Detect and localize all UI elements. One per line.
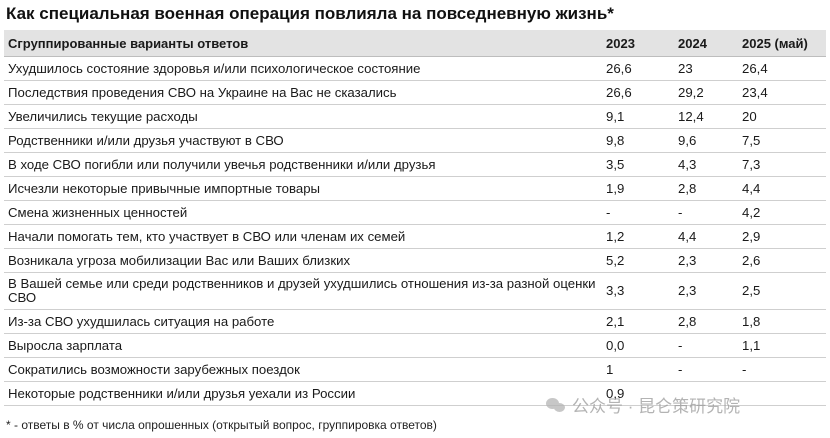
table-row: Возникала угроза мобилизации Вас или Ваш… [4,248,826,273]
table-row: Некоторые родственники и/или друзья уеха… [4,381,826,406]
watermark: 公众号 · 昆仑策研究院 [546,392,740,417]
value-2024 [674,381,738,406]
value-2023: 26,6 [602,80,674,105]
value-2023: 1 [602,357,674,382]
value-2025: 4,2 [738,200,826,225]
value-2023: 26,6 [602,56,674,81]
table-row: Увеличились текущие расходы 9,1 12,4 20 [4,104,826,129]
table-row: Ухудшилось состояние здоровья и/или псих… [4,56,826,81]
value-2024: - [674,357,738,382]
table-row: Начали помогать тем, кто участвует в СВО… [4,224,826,249]
row-label: Родственники и/или друзья участвуют в СВ… [4,128,602,153]
table-row: В Вашей семье или среди родственников и … [4,272,826,310]
value-2024: - [674,200,738,225]
page-title: Как специальная военная операция повлиял… [6,4,614,23]
value-2023: 3,3 [602,272,674,310]
table-row: Смена жизненных ценностей - -4,2 [4,200,826,225]
value-2024: 4,4 [674,224,738,249]
table-row: Из-за СВО ухудшилась ситуация на работе 2… [4,309,826,334]
value-2025: 7,5 [738,128,826,153]
footnote: * - ответы в % от числа опрошенных (откр… [6,418,437,432]
value-2023: 3,5 [602,152,674,177]
value-2024: 2,8 [674,309,738,334]
value-2023: 9,1 [602,104,674,129]
column-header-2024: 2024 [674,30,738,57]
row-label: Некоторые родственники и/или друзья уеха… [4,381,602,406]
value-2025: 23,4 [738,80,826,105]
value-2023: 5,2 [602,248,674,273]
table-row: Сократились возможности зарубежных поезд… [4,357,826,382]
column-header-answers: Сгруппированные варианты ответов [4,30,602,57]
row-label: Выросла зарплата [4,333,602,358]
row-label: Последствия проведения СВО на Украине на… [4,80,602,105]
value-2023: 1,2 [602,224,674,249]
row-label: В ходе СВО погибли или получили увечья р… [4,152,602,177]
value-2024: 2,3 [674,272,738,310]
row-label: Из-за СВО ухудшилась ситуация на работе [4,309,602,334]
table-row: Исчезли некоторые привычные импортные то… [4,176,826,201]
value-2024: 12,4 [674,104,738,129]
value-2023: 2,1 [602,309,674,334]
value-2025: 7,3 [738,152,826,177]
value-2025: - [738,357,826,382]
table-header-row: Сгруппированные варианты ответов 2023 20… [4,30,826,57]
table-row: Последствия проведения СВО на Украине на… [4,80,826,105]
value-2024: 2,3 [674,248,738,273]
value-2024: 23 [674,56,738,81]
row-label: Начали помогать тем, кто участвует в СВО… [4,224,602,249]
value-2024: 4,3 [674,152,738,177]
row-label: Исчезли некоторые привычные импортные то… [4,176,602,201]
value-2025: 2,6 [738,248,826,273]
watermark-text: 公众号 · 昆仑策研究院 [572,397,741,416]
wechat-icon [546,397,566,413]
row-label: В Вашей семье или среди родственников и … [4,272,602,310]
value-2025: 4,4 [738,176,826,201]
value-2023: - [602,200,674,225]
value-2023: 0,0 [602,333,674,358]
row-label: Увеличились текущие расходы [4,104,602,129]
value-2024: 29,2 [674,80,738,105]
row-label: Смена жизненных ценностей [4,200,602,225]
row-label: Сократились возможности зарубежных поезд… [4,357,602,382]
column-header-2025: 2025 (май) [738,30,826,57]
table-row: В ходе СВО погибли или получили увечья р… [4,152,826,177]
value-2025: 1,8 [738,309,826,334]
value-2023: 9,8 [602,128,674,153]
value-2025: 1,1 [738,333,826,358]
value-2024: 9,6 [674,128,738,153]
column-header-2023: 2023 [602,30,674,57]
value-2025: 2,5 [738,272,826,310]
value-2023: 0,9 [602,381,674,406]
value-2024: 2,8 [674,176,738,201]
value-2023: 1,9 [602,176,674,201]
row-label: Возникала угроза мобилизации Вас или Ваш… [4,248,602,273]
table-row: Выросла зарплата 0,0-1,1 [4,333,826,358]
value-2025: 26,4 [738,56,826,81]
table-row: Родственники и/или друзья участвуют в СВ… [4,128,826,153]
value-2025: 20 [738,104,826,129]
value-2025 [738,381,826,406]
value-2024: - [674,333,738,358]
row-label: Ухудшилось состояние здоровья и/или псих… [4,56,602,81]
value-2025: 2,9 [738,224,826,249]
survey-table: Сгруппированные варианты ответов 2023 20… [4,30,826,406]
